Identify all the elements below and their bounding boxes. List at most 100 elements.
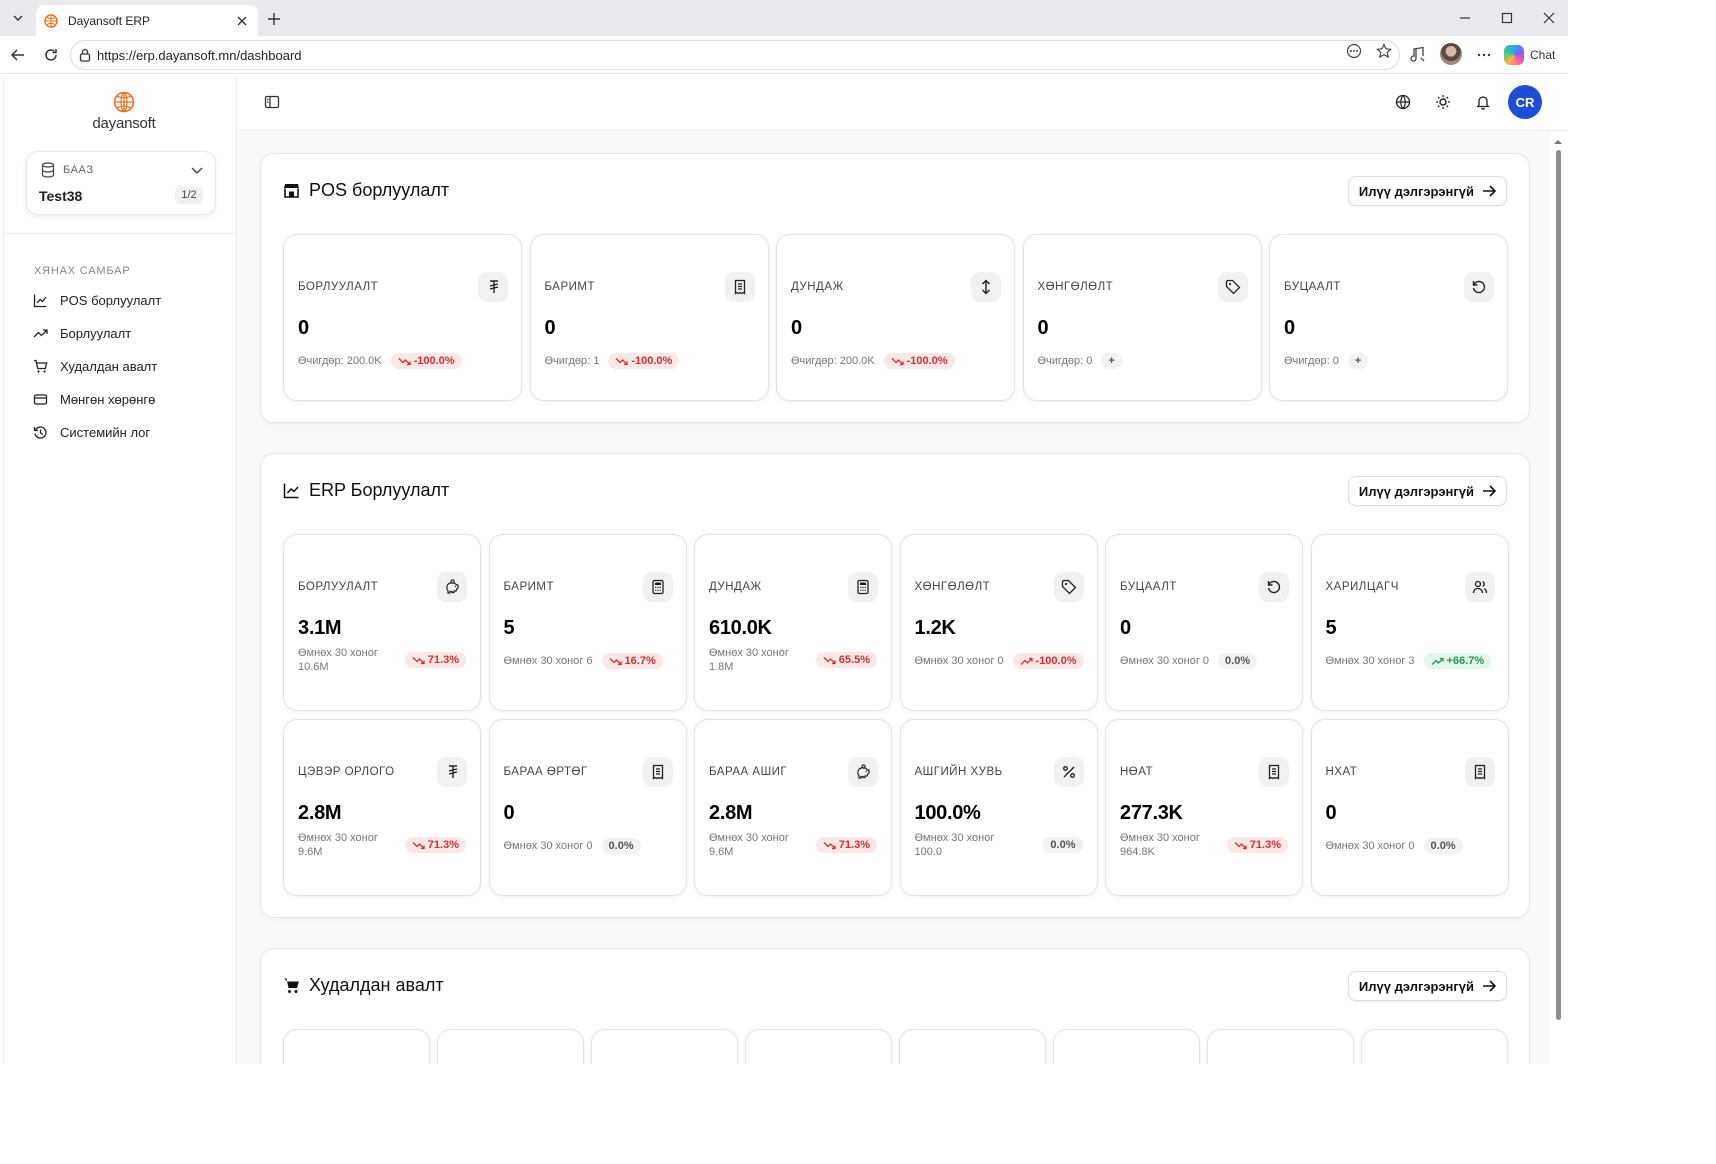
change-badge: -100.0% [883, 353, 955, 369]
metric-card[interactable]: ЦЭВЭР ОРЛОГО 2.8M Өмнөх 30 хоног 9.6M 71.3% [283, 719, 481, 896]
metric-card[interactable]: НХАТ 0 Өмнөх 30 хоног 0 0.0% [1310, 719, 1509, 896]
scrollbar[interactable] [1553, 136, 1563, 1064]
metric-previous: Өмнөх 30 хоног 10.6M [298, 647, 378, 673]
metric-card[interactable]: БАРАА АШИГ 2.8M Өмнөх 30 хоног 9.6M 71.3% [694, 719, 892, 896]
metric-label: ХӨНГӨЛӨЛТ [914, 581, 991, 593]
metric-label: БАРИМТ [503, 581, 555, 593]
pos-section-title: POS борлуулалт [309, 180, 450, 200]
change-badge: 65.5% [815, 652, 877, 668]
metric-card[interactable] [1053, 1029, 1200, 1064]
sidebar-item-label: Худалдан авалт [60, 358, 158, 374]
metric-card[interactable] [283, 1029, 430, 1064]
back-button[interactable] [8, 45, 28, 65]
tab-list-button[interactable] [6, 7, 30, 29]
change-badge: 71.3% [815, 837, 877, 853]
more-options-icon[interactable] [1474, 45, 1494, 65]
bell-icon[interactable] [1473, 92, 1493, 112]
close-window-button[interactable] [1539, 8, 1559, 28]
change-value: 0.0% [1430, 840, 1456, 852]
metric-card[interactable]: ДУНДАЖ 0 Өчигдөр: 200.0K -100.0% [776, 234, 1015, 401]
erp-sales-section: ERP Борлуулалт Илүү дэлгэрэнгүй БОРЛУУЛА… [260, 453, 1530, 918]
url-field[interactable]: https://erp.dayansoft.mn/dashboard [70, 40, 1400, 70]
close-tab-icon[interactable] [234, 13, 250, 29]
media-control-icon[interactable] [1408, 45, 1428, 65]
change-badge: -100.0% [1012, 653, 1084, 669]
new-tab-button[interactable] [264, 9, 284, 29]
metric-card[interactable]: БАРАА ӨРТӨГ 0 Өмнөх 30 хоног 0 0.0% [488, 719, 687, 896]
pos-more-button[interactable]: Илүү дэлгэрэнгүй [1347, 176, 1507, 206]
chevron-down-icon [191, 167, 203, 174]
change-badge: + [1101, 353, 1122, 369]
address-bar-row: https://erp.dayansoft.mn/dashboard Chat [0, 36, 1568, 74]
metric-previous: Өчигдөр: 1 [544, 355, 600, 367]
metric-value: 2.8M [298, 802, 342, 824]
metric-card[interactable]: БАРИМТ 5 Өмнөх 30 хоног 6 16.7% [488, 534, 687, 711]
theme-sun-icon[interactable] [1433, 92, 1453, 112]
app-root: dayansoft БААЗ Test38 1/2 ХЯНАХ САМБАР P… [0, 75, 1568, 1064]
metric-previous: Өмнөх 30 хоног 0 [503, 840, 593, 852]
sidebar-toggle-icon[interactable] [264, 94, 280, 110]
reload-button[interactable] [41, 45, 61, 65]
metric-card[interactable] [745, 1029, 892, 1064]
history-icon [32, 424, 48, 440]
metric-card[interactable]: АШГИЙН ХУВЬ 100.0% Өмнөх 30 хоног 100.0 0.0… [899, 719, 1098, 896]
maximize-button[interactable] [1497, 8, 1517, 28]
sidebar-item-sales[interactable]: Борлуулалт [32, 321, 131, 345]
purchase-more-button[interactable]: Илүү дэлгэрэнгүй [1347, 971, 1507, 1001]
metric-card[interactable] [591, 1029, 738, 1064]
receipt-icon [1464, 757, 1495, 787]
metric-card[interactable]: БУЦААЛТ 0 Өчигдөр: 0 + [1269, 234, 1508, 401]
sidebar-item-system-log[interactable]: Системийн лог [32, 420, 150, 444]
metric-value: 0 [298, 317, 309, 339]
user-avatar[interactable]: CR [1508, 85, 1542, 119]
metric-card[interactable]: ХӨНГӨЛӨЛТ 1.2K Өмнөх 30 хоног 0 -100.0% [899, 534, 1098, 711]
trend-down-icon [609, 657, 622, 666]
copilot-chat-button[interactable]: Chat [1504, 43, 1555, 67]
database-selector[interactable]: БААЗ Test38 1/2 [26, 151, 216, 215]
metric-card[interactable]: БОРЛУУЛАЛТ 0 Өчигдөр: 200.0K -100.0% [283, 234, 522, 401]
metric-previous: Өчигдөр: 200.0K [791, 355, 875, 367]
language-icon[interactable] [1393, 92, 1413, 112]
minimize-button[interactable] [1455, 8, 1475, 28]
trend-down-icon [1234, 841, 1247, 850]
cart-icon [32, 358, 48, 374]
favorite-star-icon[interactable] [1375, 42, 1393, 60]
sidebar-item-purchase[interactable]: Худалдан авалт [32, 354, 157, 378]
arrow-left-icon [10, 49, 24, 61]
metric-value: 5 [1325, 617, 1337, 639]
scroll-thumb[interactable] [1556, 150, 1561, 1020]
metric-card[interactable] [1361, 1029, 1508, 1064]
metric-value: 0 [1037, 317, 1049, 339]
metric-card[interactable]: ХӨНГӨЛӨЛТ 0 Өчигдөр: 0 + [1022, 234, 1262, 401]
more-button-label: Илүү дэлгэрэнгүй [1358, 483, 1474, 499]
sidebar-item-cash[interactable]: Мөнгөн хөрөнгө [32, 387, 155, 411]
metric-card[interactable] [899, 1029, 1046, 1064]
sidebar: dayansoft БААЗ Test38 1/2 ХЯНАХ САМБАР P… [3, 75, 237, 1064]
metric-previous: Өмнөх 30 хоног 3 [1325, 655, 1415, 667]
metric-previous: Өмнөх 30 хоног 9.6M [298, 832, 378, 858]
metric-card[interactable]: ДУНДАЖ 610.0K Өмнөх 30 хоног 1.8M 65.5% [694, 534, 892, 711]
change-value: 65.5% [838, 654, 870, 666]
metric-card[interactable]: ХАРИЛЦАГЧ 5 Өмнөх 30 хоног 3 +66.7% [1310, 534, 1509, 711]
metric-label: БАРАА АШИГ [709, 766, 788, 778]
metric-card[interactable]: БУЦААЛТ 0 Өмнөх 30 хоног 0 0.0% [1105, 534, 1303, 711]
profile-avatar[interactable] [1440, 43, 1462, 65]
page-menu-icon[interactable] [1345, 42, 1363, 60]
metric-label: БАРАА ӨРТӨГ [503, 766, 588, 778]
sidebar-item-pos-sales[interactable]: POS борлуулалт [32, 288, 161, 312]
change-value: 71.3% [838, 839, 870, 851]
metric-value: 0 [503, 802, 515, 824]
metric-card[interactable] [1207, 1029, 1354, 1064]
change-badge: 0.0% [1218, 653, 1258, 669]
metric-value: 0 [544, 317, 556, 339]
logo[interactable]: dayansoft [89, 91, 159, 132]
metric-card[interactable]: НӨАТ 277.3K Өмнөх 30 хоног 964.8K 71.3% [1105, 719, 1303, 896]
browser-tab[interactable]: Dayansoft ERP [36, 5, 258, 36]
close-icon [1543, 12, 1555, 24]
metric-card[interactable]: БАРИМТ 0 Өчигдөр: 1 -100.0% [529, 234, 769, 401]
minimize-icon [1460, 17, 1470, 19]
metric-card[interactable]: БОРЛУУЛАЛТ 3.1M Өмнөх 30 хоног 10.6M 71.3% [283, 534, 481, 711]
erp-more-button[interactable]: Илүү дэлгэрэнгүй [1347, 476, 1507, 506]
metric-card[interactable] [437, 1029, 584, 1064]
metric-label: ДУНДАЖ [709, 581, 762, 593]
